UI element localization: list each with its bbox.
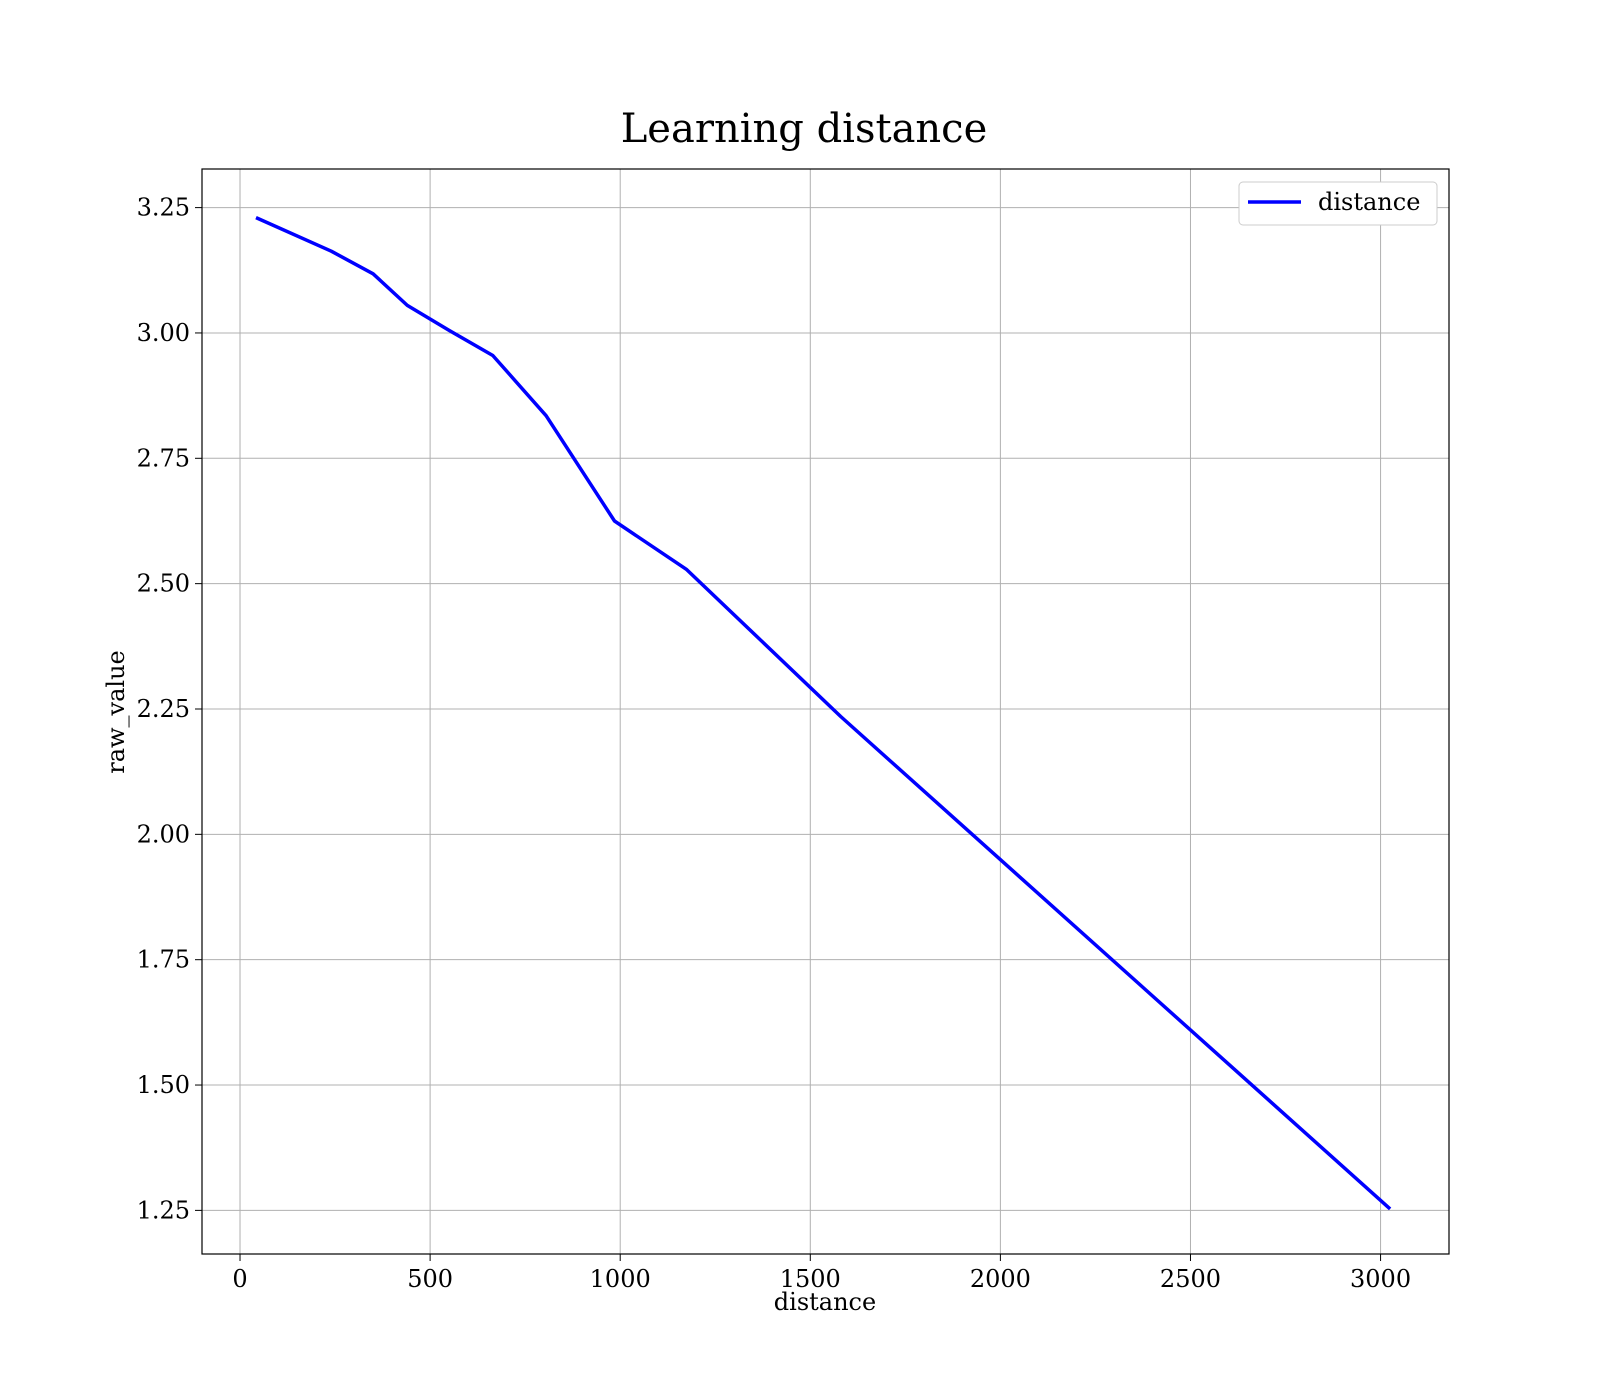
y-tick-label: 1.75 bbox=[137, 946, 190, 974]
y-tick-label: 3.00 bbox=[137, 319, 190, 347]
legend: distance bbox=[1238, 181, 1438, 226]
y-tick-label: 3.25 bbox=[137, 194, 190, 222]
y-tick-label: 2.25 bbox=[137, 695, 190, 723]
plot-frame bbox=[201, 168, 1450, 1255]
legend-box bbox=[1238, 181, 1438, 226]
x-tick-label: 0 bbox=[232, 1265, 247, 1293]
x-axis-label: distance bbox=[774, 1288, 876, 1316]
x-tick-label: 1500 bbox=[780, 1265, 841, 1293]
x-tick-label: 1000 bbox=[590, 1265, 651, 1293]
chart-title: Learning distance bbox=[621, 106, 988, 152]
series-line-distance bbox=[255, 216, 1392, 1211]
x-tick-label: 500 bbox=[407, 1265, 453, 1293]
ticks: 0 500 1000 1500 2000 2500 3000 1.25 1.50 1.75 2.00… bbox=[137, 194, 1412, 1293]
y-tick-label: 2.75 bbox=[137, 444, 190, 472]
y-tick-label: 2.50 bbox=[137, 570, 190, 598]
legend-label: distance bbox=[1318, 188, 1420, 216]
y-tick-label: 2.00 bbox=[137, 820, 190, 848]
x-tick-label: 3000 bbox=[1350, 1265, 1411, 1293]
x-tick-label: 2500 bbox=[1160, 1265, 1221, 1293]
series-layer bbox=[255, 216, 1392, 1211]
x-tick-label: 2000 bbox=[970, 1265, 1031, 1293]
y-tick-label: 1.25 bbox=[137, 1196, 190, 1224]
grid bbox=[202, 169, 1449, 1254]
y-tick-label: 1.50 bbox=[137, 1071, 190, 1099]
y-axis-label: raw_value bbox=[102, 650, 130, 774]
